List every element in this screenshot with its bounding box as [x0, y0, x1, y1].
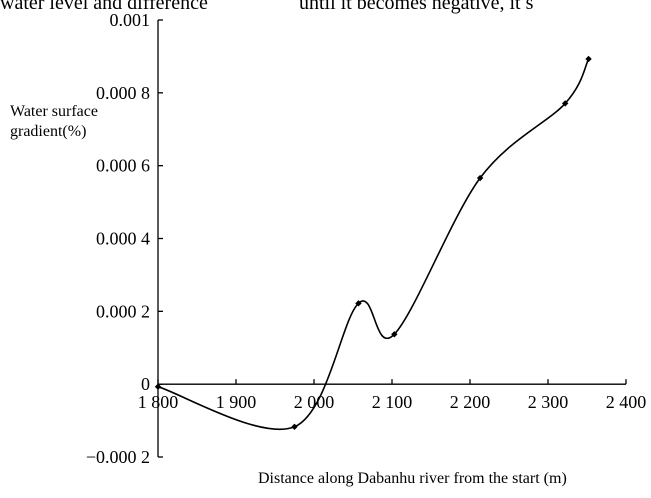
x-tick-label: 2 200 [450, 392, 491, 412]
y-tick-label: 0.001 [110, 10, 151, 30]
x-tick-label: 2 000 [294, 392, 335, 412]
data-point-marker [154, 383, 162, 390]
y-axis-label-line-1: Water surface [10, 103, 98, 120]
x-tick-label: 2 400 [606, 392, 647, 412]
data-point-marker [585, 55, 592, 63]
y-tick-label: 0.000 2 [96, 301, 150, 321]
x-axis-label: Distance along Dabanhu river from the st… [258, 470, 567, 487]
x-tick-label: 1 800 [138, 392, 179, 412]
cropped-header-text-right: until it becomes negative, it s [299, 0, 534, 14]
data-point-marker [476, 174, 484, 182]
y-tick-label: 0.000 4 [96, 229, 150, 249]
x-tick-label: 2 100 [372, 392, 413, 412]
data-point-marker [561, 100, 569, 107]
x-ticks: 1 800 1 900 2 000 2 100 2 200 2 300 2 400 [138, 379, 647, 412]
y-tick-label: −0.000 2 [86, 447, 150, 467]
data-point-marker [391, 331, 398, 338]
x-tick-label: 1 900 [216, 392, 257, 412]
y-tick-label: 0.000 6 [96, 156, 150, 176]
series-line [157, 58, 590, 431]
x-tick-label: 2 300 [528, 392, 569, 412]
series-group [154, 55, 592, 431]
y-tick-label: 0.000 8 [96, 83, 150, 103]
cropped-header-text-left: water level and difference [0, 0, 208, 14]
data-point-marker [291, 423, 298, 430]
y-tick-label: 0 [141, 374, 150, 394]
data-point-marker [355, 300, 362, 307]
y-axis-label-line-2: gradient(%) [10, 123, 87, 140]
y-ticks: −0.000 2 0 0.000 2 0.000 4 0.000 6 0.000 8 0.0… [86, 10, 163, 467]
